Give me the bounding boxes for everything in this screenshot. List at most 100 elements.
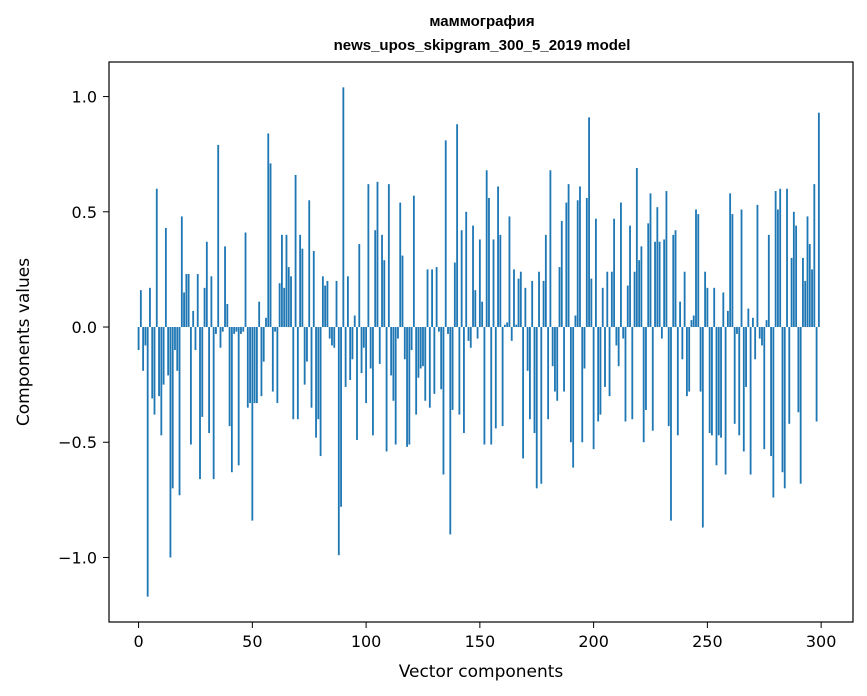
bar-45	[240, 327, 242, 334]
bar-68	[292, 327, 295, 420]
y-tick-label: 1.0	[72, 88, 97, 107]
bars-group	[137, 87, 820, 597]
bar-139	[453, 262, 456, 328]
bar-235	[672, 234, 675, 328]
bar-145	[467, 327, 470, 341]
bar-298	[815, 327, 818, 422]
bar-104	[374, 230, 377, 328]
bar-49	[249, 327, 251, 404]
bar-183	[554, 327, 556, 392]
bar-291	[799, 327, 802, 484]
bar-203	[599, 327, 602, 415]
bar-150	[478, 239, 481, 328]
bar-44	[237, 327, 240, 466]
bar-178	[542, 280, 545, 328]
bar-23	[190, 327, 192, 445]
bar-168	[519, 271, 522, 328]
bar-232	[665, 191, 668, 328]
bar-26	[196, 274, 199, 328]
bar-70	[296, 327, 299, 420]
bar-283	[781, 327, 784, 473]
bar-151	[481, 301, 484, 328]
bar-206	[606, 271, 609, 328]
bar-209	[613, 218, 616, 328]
bar-218	[633, 271, 636, 328]
x-axis-ticks: 0 50 100 150 200 250 300	[133, 622, 836, 651]
bar-262	[733, 327, 736, 424]
bar-148	[474, 290, 477, 328]
bar-36	[219, 327, 222, 348]
bar-284	[783, 327, 786, 489]
bar-87	[335, 280, 338, 328]
bar-40	[228, 327, 231, 427]
bar-226	[651, 327, 654, 431]
bar-149	[476, 327, 479, 339]
bar-153	[485, 170, 488, 328]
bar-95	[353, 315, 356, 328]
bar-265	[740, 209, 743, 328]
bar-155	[490, 327, 493, 445]
bar-10	[160, 327, 163, 436]
bar-84	[328, 327, 331, 339]
bar-268	[747, 308, 750, 328]
plot-frame	[108, 61, 854, 623]
bar-79	[317, 327, 320, 420]
bar-220	[638, 260, 641, 328]
bar-184	[556, 327, 559, 401]
x-tick-label: 250	[692, 632, 723, 651]
bar-6	[151, 327, 154, 399]
bar-27	[199, 327, 201, 480]
bar-272	[756, 204, 759, 328]
bar-106	[378, 327, 381, 364]
bar-140	[456, 124, 459, 328]
bar-254	[715, 327, 718, 466]
bar-188	[565, 202, 568, 328]
bar-222	[642, 327, 645, 443]
bar-216	[629, 225, 631, 328]
bar-212	[620, 202, 622, 328]
bar-229	[658, 241, 661, 328]
bar-39	[226, 303, 229, 328]
bar-293	[804, 280, 807, 328]
bar-228	[656, 207, 659, 328]
bar-256	[720, 327, 722, 438]
bar-213	[622, 327, 625, 339]
bar-266	[742, 327, 745, 452]
bar-9	[158, 327, 160, 397]
bar-271	[754, 327, 757, 360]
bar-264	[738, 327, 741, 436]
bar-4	[146, 327, 149, 597]
x-axis-label: Vector components	[399, 662, 564, 682]
bar-103	[372, 327, 374, 436]
bar-41	[230, 327, 233, 473]
bar-96	[356, 327, 358, 440]
bar-248	[701, 327, 704, 528]
bar-179	[544, 234, 547, 328]
bar-81	[321, 276, 324, 328]
bar-63	[281, 234, 283, 328]
bar-28	[201, 327, 204, 417]
bar-281	[777, 209, 779, 328]
bar-120	[410, 327, 413, 351]
bar-173	[531, 280, 534, 328]
bar-294	[806, 216, 809, 328]
bar-258	[724, 327, 727, 475]
x-tick-label: 200	[578, 632, 609, 651]
bar-227	[654, 241, 656, 328]
bar-114	[397, 327, 399, 339]
bar-170	[524, 287, 527, 328]
y-tick-label: −1.0	[58, 548, 97, 567]
bar-276	[765, 320, 768, 328]
bar-25	[194, 327, 197, 351]
bar-189	[567, 184, 570, 328]
bar-205	[604, 327, 606, 387]
bar-110	[387, 184, 390, 328]
bar-35	[217, 144, 220, 328]
bar-186	[560, 221, 563, 328]
bar-56	[265, 317, 267, 328]
bar-193	[576, 200, 579, 328]
bar-217	[631, 327, 634, 420]
bar-14	[169, 327, 172, 558]
bar-91	[344, 327, 347, 387]
bar-292	[802, 257, 804, 328]
